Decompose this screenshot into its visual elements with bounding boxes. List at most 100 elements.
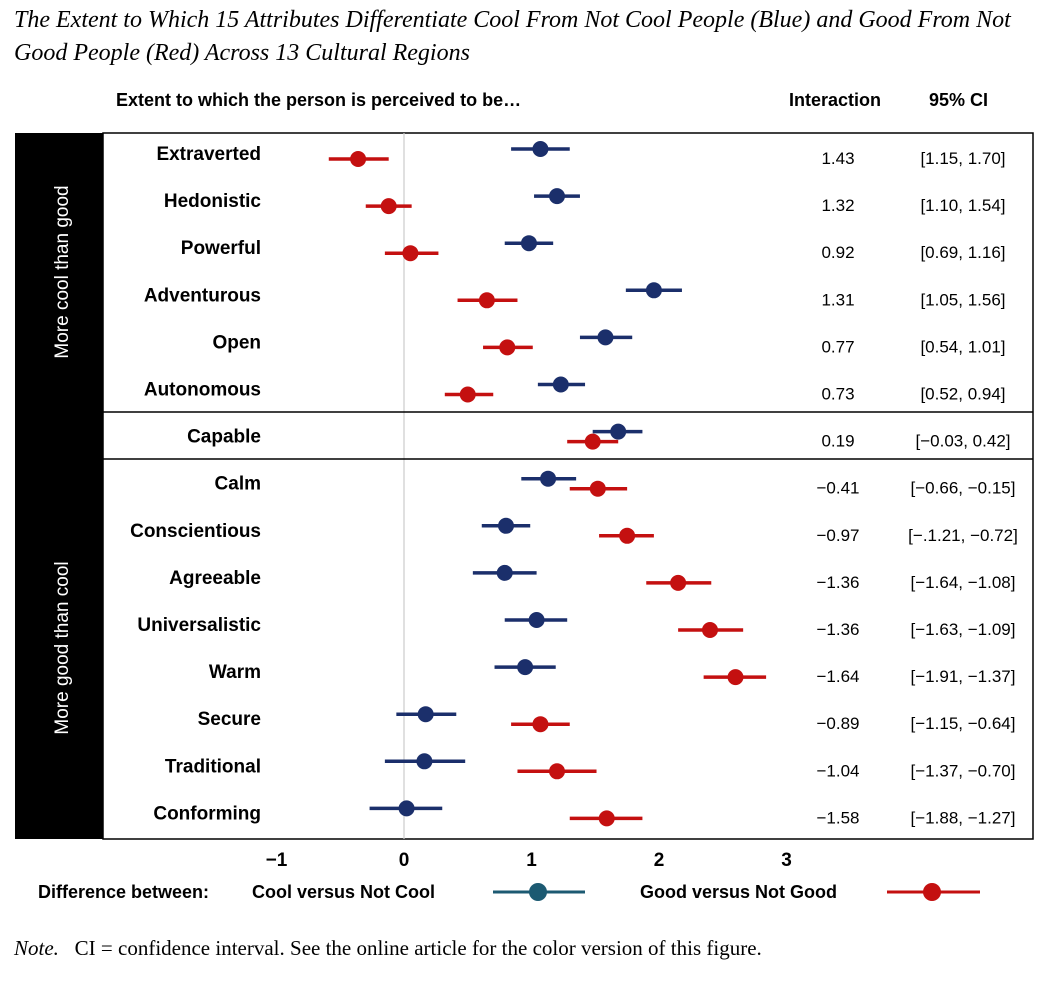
row-conforming: Conforming −1.58 [−1.88, −1.27] bbox=[153, 800, 1015, 827]
ci-value-traditional: [−1.37, −0.70] bbox=[911, 761, 1016, 780]
attribute-label-calm: Calm bbox=[215, 474, 261, 495]
interaction-header: Interaction bbox=[789, 90, 882, 110]
interaction-value-capable: 0.19 bbox=[821, 432, 854, 451]
figure-note: Note. CI = confidence interval. See the … bbox=[14, 936, 762, 961]
cool-estimate-capable bbox=[610, 423, 627, 440]
row-powerful: Powerful 0.92 [0.69, 1.16] bbox=[181, 235, 1006, 262]
note-text: CI = confidence interval. See the online… bbox=[74, 936, 762, 960]
ci-value-open: [0.54, 1.01] bbox=[920, 337, 1005, 356]
interaction-value-conscientious: −0.97 bbox=[816, 526, 859, 545]
good-estimate-autonomous bbox=[459, 386, 476, 403]
cool-estimate-conforming bbox=[398, 800, 415, 817]
row-conscientious: Conscientious −0.97 [−.1.21, −0.72] bbox=[130, 517, 1018, 545]
ci-value-warm: [−1.91, −1.37] bbox=[911, 667, 1016, 686]
good-estimate-extraverted bbox=[350, 151, 367, 167]
cool-estimate-autonomous bbox=[552, 376, 569, 393]
cool-estimate-calm bbox=[540, 470, 557, 487]
cool-estimate-powerful bbox=[520, 235, 537, 252]
legend-cool-label: Cool versus Not Cool bbox=[252, 882, 436, 902]
cool-estimate-agreeable bbox=[496, 564, 513, 581]
row-hedonistic: Hedonistic 1.32 [1.10, 1.54] bbox=[164, 188, 1006, 215]
cool-estimate-extraverted bbox=[532, 141, 549, 157]
legend-good-dot bbox=[923, 883, 941, 901]
extent-header: Extent to which the person is perceived … bbox=[116, 90, 522, 110]
cool-estimate-universalistic bbox=[528, 612, 545, 628]
good-estimate-secure bbox=[532, 716, 549, 733]
attribute-label-open: Open bbox=[212, 332, 261, 353]
attribute-label-adventurous: Adventurous bbox=[144, 285, 261, 306]
ci-value-agreeable: [−1.64, −1.08] bbox=[911, 573, 1016, 592]
ci-value-conforming: [−1.88, −1.27] bbox=[911, 808, 1016, 827]
row-universalistic: Universalistic −1.36 [−1.63, −1.09] bbox=[137, 612, 1015, 639]
ci-value-universalistic: [−1.63, −1.09] bbox=[911, 620, 1016, 639]
ci-value-adventurous: [1.05, 1.56] bbox=[920, 290, 1005, 309]
row-autonomous: Autonomous 0.73 [0.52, 0.94] bbox=[144, 376, 1006, 404]
x-tick-label: 2 bbox=[654, 850, 665, 871]
ci-value-capable: [−0.03, 0.42] bbox=[916, 432, 1011, 451]
section-label-good: More good than cool bbox=[52, 561, 73, 734]
interaction-value-conforming: −1.58 bbox=[816, 808, 859, 827]
attribute-label-secure: Secure bbox=[198, 709, 261, 730]
good-estimate-calm bbox=[589, 480, 606, 497]
attribute-label-hedonistic: Hedonistic bbox=[164, 191, 262, 212]
row-adventurous: Adventurous 1.31 [1.05, 1.56] bbox=[144, 282, 1006, 309]
plot-frame bbox=[102, 132, 1034, 840]
cool-estimate-adventurous bbox=[645, 282, 662, 299]
interaction-value-secure: −0.89 bbox=[816, 714, 859, 733]
section-bar bbox=[15, 133, 103, 839]
cool-estimate-secure bbox=[417, 706, 434, 723]
cool-estimate-traditional bbox=[416, 753, 433, 770]
good-estimate-universalistic bbox=[702, 622, 718, 638]
attribute-label-autonomous: Autonomous bbox=[144, 380, 261, 401]
ci-value-hedonistic: [1.10, 1.54] bbox=[920, 196, 1005, 215]
attribute-label-conscientious: Conscientious bbox=[130, 521, 261, 542]
ci-value-powerful: [0.69, 1.16] bbox=[920, 243, 1005, 262]
ci-value-extraverted: [1.15, 1.70] bbox=[920, 149, 1005, 168]
good-estimate-capable bbox=[584, 433, 601, 450]
good-estimate-warm bbox=[727, 669, 744, 686]
row-calm: Calm −0.41 [−0.66, −0.15] bbox=[215, 470, 1016, 498]
section-label-cool: More cool than good bbox=[52, 185, 73, 358]
x-tick-label: 0 bbox=[399, 850, 410, 871]
ci-value-calm: [−0.66, −0.15] bbox=[911, 479, 1016, 498]
interaction-value-calm: −0.41 bbox=[816, 479, 859, 498]
legend-prefix: Difference between: bbox=[38, 882, 210, 902]
attribute-label-extraverted: Extraverted bbox=[156, 144, 261, 165]
interaction-value-agreeable: −1.36 bbox=[816, 573, 859, 592]
interaction-value-warm: −1.64 bbox=[816, 667, 859, 686]
cool-estimate-warm bbox=[517, 659, 534, 676]
good-estimate-traditional bbox=[549, 763, 565, 780]
row-extraverted: Extraverted 1.43 [1.15, 1.70] bbox=[156, 141, 1006, 168]
row-secure: Secure −0.89 [−1.15, −0.64] bbox=[198, 706, 1016, 733]
interaction-value-universalistic: −1.36 bbox=[816, 620, 859, 639]
x-tick-label: −1 bbox=[266, 850, 288, 871]
figure-title: The Extent to Which 15 Attributes Differ… bbox=[14, 7, 1011, 66]
attribute-label-agreeable: Agreeable bbox=[169, 568, 261, 589]
forest-plot: More cool than good More good than cool … bbox=[15, 132, 1034, 901]
ci-value-secure: [−1.15, −0.64] bbox=[911, 714, 1016, 733]
attribute-label-conforming: Conforming bbox=[153, 803, 261, 824]
note-label: Note. bbox=[14, 936, 59, 960]
interaction-value-autonomous: 0.73 bbox=[821, 385, 854, 404]
attribute-label-warm: Warm bbox=[209, 662, 261, 683]
good-estimate-adventurous bbox=[478, 292, 495, 309]
cool-estimate-conscientious bbox=[498, 517, 514, 534]
cool-estimate-open bbox=[597, 329, 614, 346]
row-open: Open 0.77 [0.54, 1.01] bbox=[212, 329, 1006, 356]
good-estimate-powerful bbox=[402, 245, 419, 262]
legend-good-label: Good versus Not Good bbox=[640, 882, 838, 902]
ci-value-autonomous: [0.52, 0.94] bbox=[920, 385, 1005, 404]
interaction-value-traditional: −1.04 bbox=[816, 761, 859, 780]
ci-value-conscientious: [−.1.21, −0.72] bbox=[908, 526, 1018, 545]
good-estimate-hedonistic bbox=[380, 198, 397, 215]
interaction-value-open: 0.77 bbox=[821, 337, 854, 356]
good-estimate-agreeable bbox=[670, 574, 687, 591]
interaction-value-hedonistic: 1.32 bbox=[821, 196, 854, 215]
row-warm: Warm −1.64 [−1.91, −1.37] bbox=[209, 659, 1016, 686]
ci-header: 95% CI bbox=[929, 90, 989, 110]
good-estimate-open bbox=[499, 339, 516, 356]
good-estimate-conforming bbox=[598, 810, 615, 827]
attribute-label-capable: Capable bbox=[187, 427, 261, 448]
row-agreeable: Agreeable −1.36 [−1.64, −1.08] bbox=[169, 564, 1016, 592]
interaction-value-powerful: 0.92 bbox=[821, 243, 854, 262]
